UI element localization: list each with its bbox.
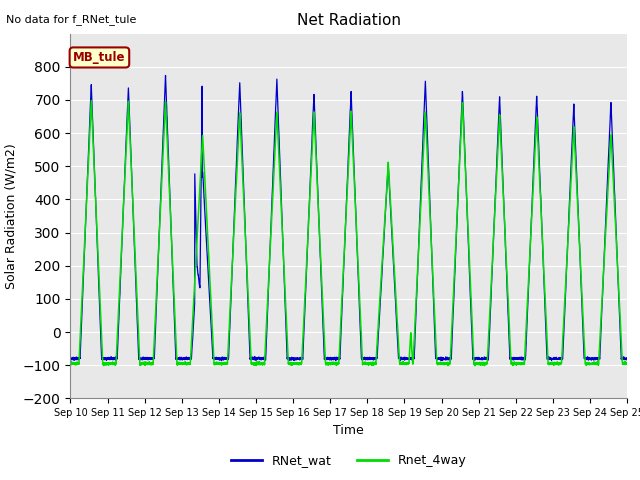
RNet_wat bbox=[506, 339, 513, 345]
Rnet_4way bbox=[623, 361, 631, 367]
Line: Rnet_4way: Rnet_4way bbox=[70, 100, 627, 366]
Rnet_4way bbox=[471, 363, 479, 369]
RNet_wat bbox=[623, 356, 630, 361]
Rnet_4way bbox=[88, 97, 95, 103]
Rnet_4way bbox=[328, 360, 336, 366]
RNet_wat bbox=[474, 356, 481, 361]
RNet_wat bbox=[328, 356, 336, 361]
Y-axis label: Solar Radiation (W/m2): Solar Radiation (W/m2) bbox=[4, 143, 17, 289]
Rnet_4way bbox=[67, 361, 74, 367]
Rnet_4way bbox=[623, 360, 630, 366]
RNet_wat bbox=[166, 211, 174, 217]
RNet_wat bbox=[623, 355, 631, 361]
Rnet_4way bbox=[506, 323, 513, 329]
Text: MB_tule: MB_tule bbox=[73, 51, 125, 64]
Line: RNet_wat: RNet_wat bbox=[70, 75, 627, 360]
X-axis label: Time: Time bbox=[333, 424, 364, 437]
Rnet_4way bbox=[443, 360, 451, 366]
Rnet_4way bbox=[166, 213, 174, 219]
RNet_wat bbox=[67, 355, 74, 360]
Legend: RNet_wat, Rnet_4way: RNet_wat, Rnet_4way bbox=[226, 449, 472, 472]
Text: No data for f_RNet_tule: No data for f_RNet_tule bbox=[6, 14, 137, 25]
Rnet_4way bbox=[474, 360, 481, 366]
RNet_wat bbox=[443, 356, 451, 362]
RNet_wat bbox=[162, 72, 170, 78]
RNet_wat bbox=[332, 358, 340, 363]
Title: Net Radiation: Net Radiation bbox=[297, 13, 401, 28]
